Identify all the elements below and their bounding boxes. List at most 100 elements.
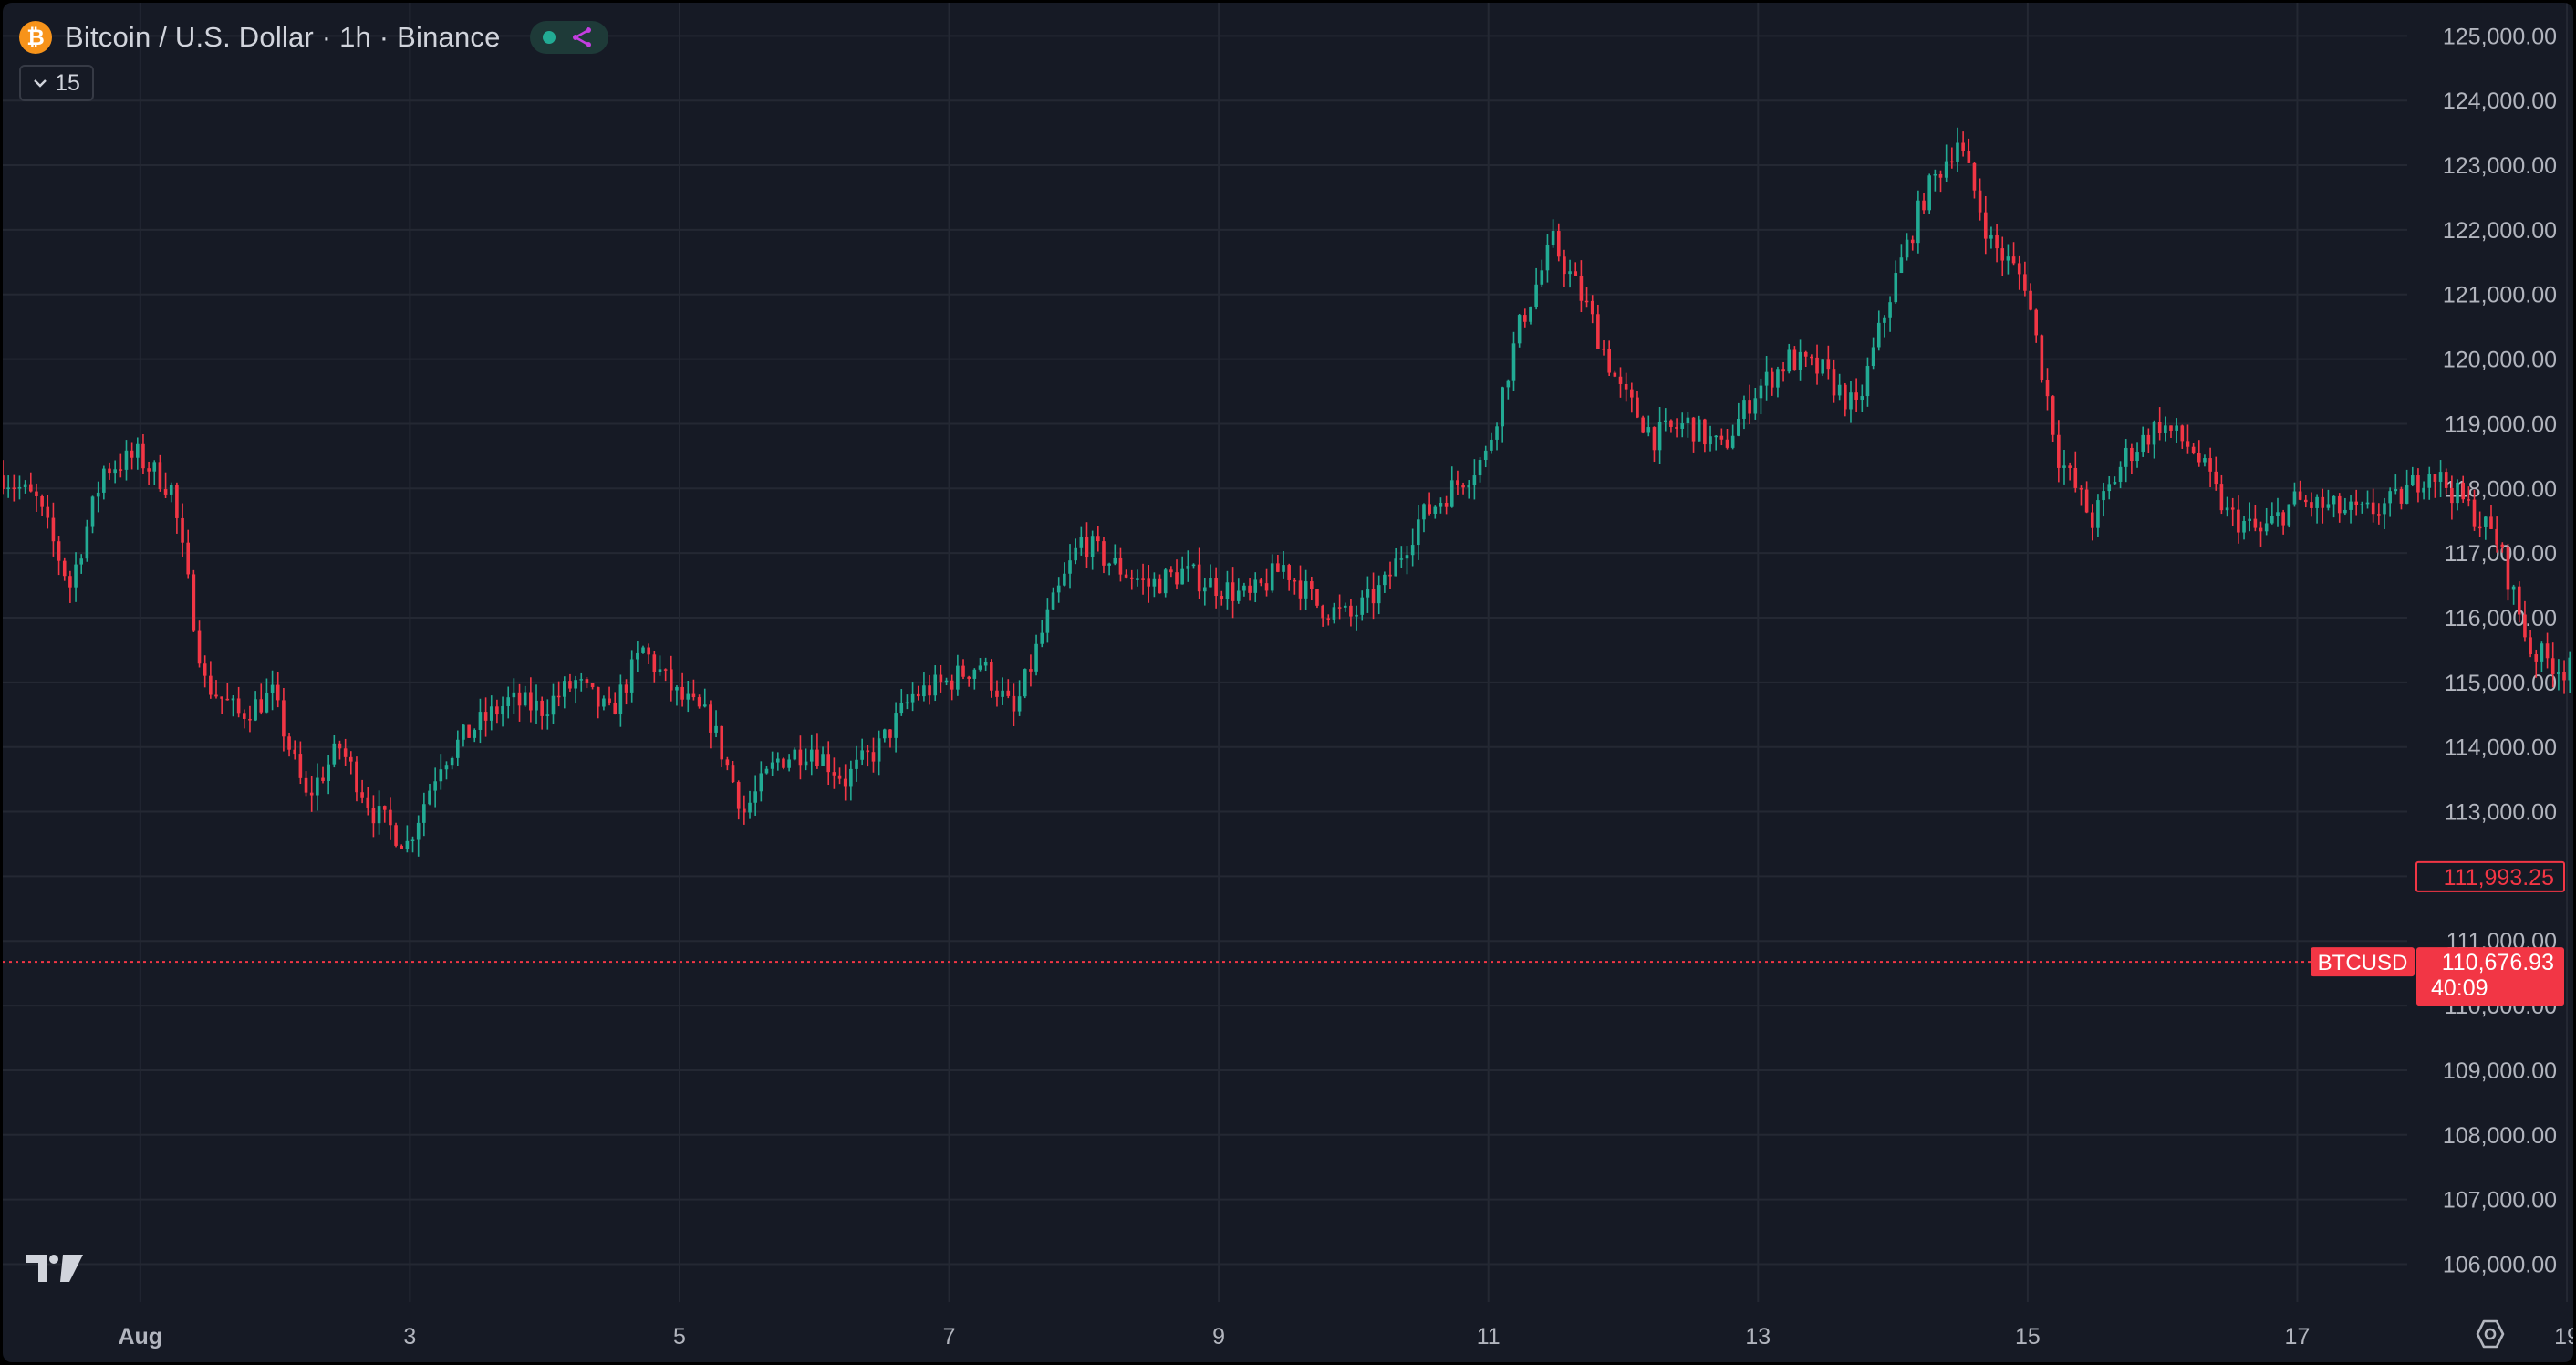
candle-body[interactable] — [1472, 475, 1477, 485]
candle-body[interactable] — [1417, 519, 1420, 546]
candle-body[interactable] — [759, 773, 763, 792]
previous-close-tag[interactable] — [2415, 860, 2565, 892]
candle-body[interactable] — [1079, 537, 1084, 548]
candle-body[interactable] — [1961, 142, 1965, 151]
candle-body[interactable] — [2230, 507, 2235, 510]
candle-body[interactable] — [1596, 314, 1600, 349]
candle-body[interactable] — [467, 724, 471, 738]
candle-body[interactable] — [175, 485, 179, 518]
candle-body[interactable] — [2550, 658, 2555, 675]
candle-body[interactable] — [2270, 516, 2274, 524]
candle-body[interactable] — [764, 768, 769, 774]
candle-body[interactable] — [1770, 371, 1774, 388]
candle-body[interactable] — [192, 574, 196, 631]
candle-body[interactable] — [2062, 465, 2066, 468]
candle-body[interactable] — [113, 469, 117, 474]
candle-body[interactable] — [394, 825, 398, 846]
candle-body[interactable] — [523, 692, 527, 706]
candle-body[interactable] — [483, 712, 488, 721]
candle-body[interactable] — [506, 697, 511, 706]
candle-body[interactable] — [3, 475, 5, 489]
candle-body[interactable] — [1253, 579, 1258, 593]
candle-body[interactable] — [2135, 452, 2139, 462]
candle-body[interactable] — [641, 647, 645, 653]
candle-body[interactable] — [2349, 501, 2353, 510]
candle-body[interactable] — [1860, 396, 1864, 401]
candle-body[interactable] — [1798, 351, 1802, 370]
candle-body[interactable] — [568, 681, 572, 689]
candle-body[interactable] — [382, 806, 387, 810]
candle-body[interactable] — [670, 669, 673, 691]
candle-body[interactable] — [1456, 480, 1459, 485]
candle-body[interactable] — [1225, 582, 1230, 599]
candle-body[interactable] — [1938, 173, 1943, 178]
candle-body[interactable] — [1068, 560, 1072, 574]
candle-body[interactable] — [2298, 491, 2302, 500]
candle-body[interactable] — [462, 724, 465, 740]
candle-body[interactable] — [2011, 256, 2016, 264]
candle-body[interactable] — [1209, 578, 1212, 588]
candle-body[interactable] — [1096, 536, 1100, 542]
candle-body[interactable] — [1017, 696, 1022, 712]
candle-body[interactable] — [1231, 582, 1235, 601]
candle-body[interactable] — [871, 752, 876, 762]
candle-body[interactable] — [1590, 300, 1594, 315]
candle-body[interactable] — [2545, 643, 2550, 659]
candle-body[interactable] — [1282, 565, 1285, 572]
candle-body[interactable] — [1568, 271, 1572, 275]
candle-body[interactable] — [1669, 420, 1673, 427]
candle-body[interactable] — [1967, 151, 1971, 163]
candle-body[interactable] — [720, 725, 724, 760]
candle-body[interactable] — [1787, 349, 1792, 372]
candle-body[interactable] — [1849, 392, 1853, 410]
candle-body[interactable] — [1501, 387, 1504, 427]
candle-body[interactable] — [1394, 558, 1397, 577]
candle-body[interactable] — [2343, 509, 2347, 514]
candle-body[interactable] — [2164, 425, 2167, 434]
candle-body[interactable] — [990, 662, 993, 691]
candle-body[interactable] — [327, 764, 330, 781]
candle-body[interactable] — [2484, 516, 2488, 527]
candle-body[interactable] — [624, 684, 628, 693]
candle-body[interactable] — [1905, 239, 1909, 258]
candle-body[interactable] — [338, 743, 342, 749]
candle-body[interactable] — [1422, 504, 1426, 520]
candle-body[interactable] — [1910, 239, 1915, 244]
candle-body[interactable] — [1899, 257, 1904, 274]
candle-body[interactable] — [405, 840, 410, 849]
candle-body[interactable] — [1579, 276, 1584, 301]
candle-body[interactable] — [2388, 491, 2392, 504]
candle-body[interactable] — [1063, 573, 1066, 586]
candle-body[interactable] — [1383, 574, 1387, 586]
candle-body[interactable] — [478, 712, 483, 731]
candle-body[interactable] — [556, 695, 561, 698]
candle-body[interactable] — [1584, 300, 1589, 303]
candle-body[interactable] — [282, 700, 286, 737]
candle-body[interactable] — [602, 698, 606, 707]
candle-body[interactable] — [2040, 335, 2044, 380]
candle-body[interactable] — [1534, 284, 1538, 307]
candle-body[interactable] — [1675, 426, 1678, 429]
candle-body[interactable] — [1511, 343, 1516, 381]
candle-body[interactable] — [1810, 356, 1813, 359]
candle-body[interactable] — [1652, 427, 1657, 451]
candle-body[interactable] — [2495, 528, 2498, 545]
candle-body[interactable] — [1366, 589, 1370, 598]
candle-body[interactable] — [2377, 514, 2381, 516]
candle-body[interactable] — [181, 517, 184, 543]
candle-body[interactable] — [1753, 398, 1758, 414]
candle-body[interactable] — [551, 695, 556, 715]
candle-body[interactable] — [1040, 632, 1044, 644]
candle-body[interactable] — [2242, 521, 2246, 533]
candle-body[interactable] — [1376, 585, 1381, 604]
candle-body[interactable] — [40, 495, 44, 507]
candle-body[interactable] — [214, 694, 218, 697]
candle-body[interactable] — [1107, 563, 1111, 566]
candle-body[interactable] — [826, 754, 831, 773]
candle-body[interactable] — [2500, 544, 2505, 547]
candle-body[interactable] — [905, 702, 909, 704]
candle-body[interactable] — [636, 652, 639, 660]
candle-body[interactable] — [2197, 453, 2201, 463]
candle-body[interactable] — [2292, 491, 2297, 505]
candle-body[interactable] — [1371, 589, 1376, 604]
